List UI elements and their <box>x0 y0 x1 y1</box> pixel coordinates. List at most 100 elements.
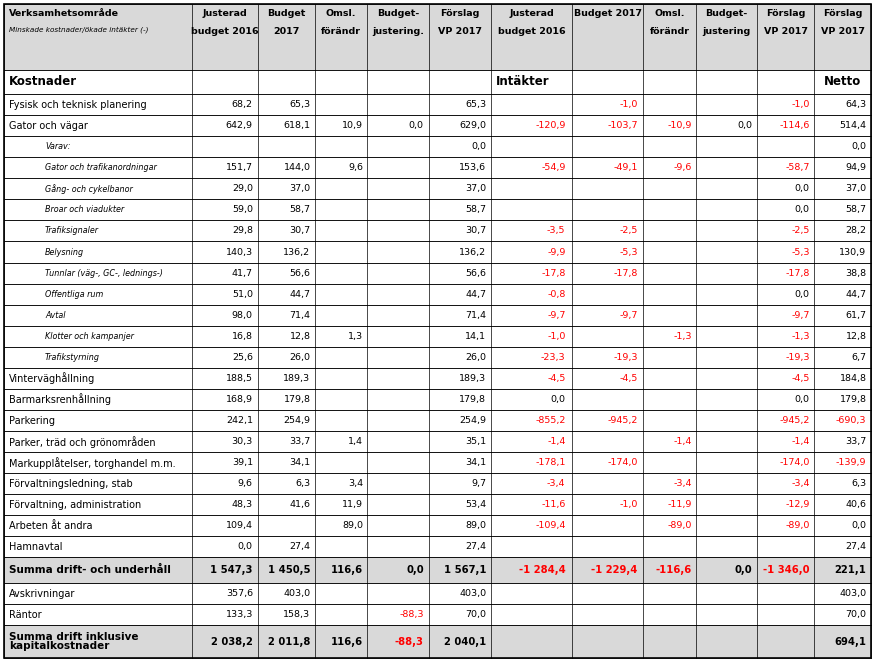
Text: 184,8: 184,8 <box>839 374 866 383</box>
Text: 37,0: 37,0 <box>465 184 486 193</box>
Text: 1 450,5: 1 450,5 <box>268 565 311 575</box>
Text: 53,4: 53,4 <box>465 500 486 509</box>
Text: 48,3: 48,3 <box>232 500 253 509</box>
Text: 35,1: 35,1 <box>465 437 486 446</box>
Text: 0,0: 0,0 <box>851 521 866 530</box>
Text: 98,0: 98,0 <box>232 310 253 320</box>
Bar <box>4 473 871 495</box>
Text: 1 547,3: 1 547,3 <box>211 565 253 575</box>
Text: 33,7: 33,7 <box>845 437 866 446</box>
Text: 30,3: 30,3 <box>232 437 253 446</box>
Text: -49,1: -49,1 <box>613 164 638 172</box>
Text: 56,6: 56,6 <box>290 269 311 277</box>
Text: 9,6: 9,6 <box>348 164 363 172</box>
Text: -1,0: -1,0 <box>620 500 638 509</box>
Text: Tunnlar (väg-, GC-, lednings-): Tunnlar (väg-, GC-, lednings-) <box>45 269 163 277</box>
Text: Avtal: Avtal <box>45 310 66 320</box>
Text: -1,0: -1,0 <box>791 100 809 109</box>
Text: -0,8: -0,8 <box>547 290 565 299</box>
Text: 51,0: 51,0 <box>232 290 253 299</box>
Text: Kostnader: Kostnader <box>9 75 77 88</box>
Text: 0,0: 0,0 <box>738 121 752 130</box>
Bar <box>4 557 871 583</box>
Text: -11,6: -11,6 <box>541 500 565 509</box>
Text: 0,0: 0,0 <box>794 395 809 404</box>
Text: Offentliga rum: Offentliga rum <box>45 290 103 299</box>
Text: 694,1: 694,1 <box>835 637 866 647</box>
Text: 30,7: 30,7 <box>290 226 311 236</box>
Text: -88,3: -88,3 <box>395 637 424 647</box>
Text: 151,7: 151,7 <box>226 164 253 172</box>
Text: 11,9: 11,9 <box>342 500 363 509</box>
Text: Budget-: Budget- <box>705 9 747 18</box>
Text: Justerad: Justerad <box>203 9 248 18</box>
Text: 242,1: 242,1 <box>226 416 253 425</box>
Bar <box>4 94 871 115</box>
Text: 0,0: 0,0 <box>794 290 809 299</box>
Text: -1 346,0: -1 346,0 <box>763 565 809 575</box>
Text: Budget-: Budget- <box>377 9 419 18</box>
Text: 58,7: 58,7 <box>290 205 311 214</box>
Text: 0,0: 0,0 <box>794 205 809 214</box>
Bar <box>4 70 871 94</box>
Bar <box>4 515 871 536</box>
Text: 6,7: 6,7 <box>851 353 866 362</box>
Text: 109,4: 109,4 <box>226 521 253 530</box>
Text: VP 2017: VP 2017 <box>821 27 864 36</box>
Text: -54,9: -54,9 <box>541 164 565 172</box>
Bar <box>4 604 871 625</box>
Text: -945,2: -945,2 <box>780 416 809 425</box>
Text: 1,3: 1,3 <box>348 332 363 341</box>
Text: Budget: Budget <box>268 9 305 18</box>
Text: 629,0: 629,0 <box>459 121 486 130</box>
Text: -89,0: -89,0 <box>785 521 809 530</box>
Text: 403,0: 403,0 <box>839 589 866 598</box>
Text: -23,3: -23,3 <box>541 353 565 362</box>
Text: 144,0: 144,0 <box>284 164 311 172</box>
Text: 65,3: 65,3 <box>465 100 486 109</box>
Text: Parkering: Parkering <box>9 416 55 426</box>
Text: -1 229,4: -1 229,4 <box>592 565 638 575</box>
Text: -1,4: -1,4 <box>547 437 565 446</box>
Text: -9,7: -9,7 <box>547 310 565 320</box>
Text: Klotter och kampanjer: Klotter och kampanjer <box>45 332 134 341</box>
Text: -1,0: -1,0 <box>547 332 565 341</box>
Bar <box>4 4 871 70</box>
Text: 58,7: 58,7 <box>845 205 866 214</box>
Text: -109,4: -109,4 <box>536 521 565 530</box>
Text: 0,0: 0,0 <box>406 565 423 575</box>
Text: Trafiksignaler: Trafiksignaler <box>45 226 99 236</box>
Bar <box>4 199 871 220</box>
Text: -690,3: -690,3 <box>836 416 866 425</box>
Text: 37,0: 37,0 <box>845 184 866 193</box>
Text: 65,3: 65,3 <box>290 100 311 109</box>
Text: -3,5: -3,5 <box>547 226 565 236</box>
Bar <box>4 178 871 199</box>
Text: -174,0: -174,0 <box>780 458 809 467</box>
Text: -17,8: -17,8 <box>541 269 565 277</box>
Text: Verksamhetsområde: Verksamhetsområde <box>9 9 119 18</box>
Text: Hamnavtal: Hamnavtal <box>9 542 62 552</box>
Text: 1,4: 1,4 <box>348 437 363 446</box>
Text: -945,2: -945,2 <box>607 416 638 425</box>
Bar <box>4 347 871 368</box>
Text: -174,0: -174,0 <box>607 458 638 467</box>
Text: 6,3: 6,3 <box>851 479 866 488</box>
Text: -4,5: -4,5 <box>791 374 809 383</box>
Text: 16,8: 16,8 <box>232 332 253 341</box>
Text: 140,3: 140,3 <box>226 248 253 257</box>
Text: 29,8: 29,8 <box>232 226 253 236</box>
Text: -855,2: -855,2 <box>536 416 565 425</box>
Text: 618,1: 618,1 <box>284 121 311 130</box>
Text: 14,1: 14,1 <box>466 332 486 341</box>
Text: -5,3: -5,3 <box>791 248 809 257</box>
Text: Gator och trafikanordningar: Gator och trafikanordningar <box>45 164 157 172</box>
Text: 2017: 2017 <box>273 27 300 36</box>
Text: 116,6: 116,6 <box>331 637 363 647</box>
Text: budget 2016: budget 2016 <box>192 27 259 36</box>
Text: 179,8: 179,8 <box>459 395 486 404</box>
Bar <box>4 431 871 452</box>
Text: -5,3: -5,3 <box>620 248 638 257</box>
Text: -1,0: -1,0 <box>620 100 638 109</box>
Text: 357,6: 357,6 <box>226 589 253 598</box>
